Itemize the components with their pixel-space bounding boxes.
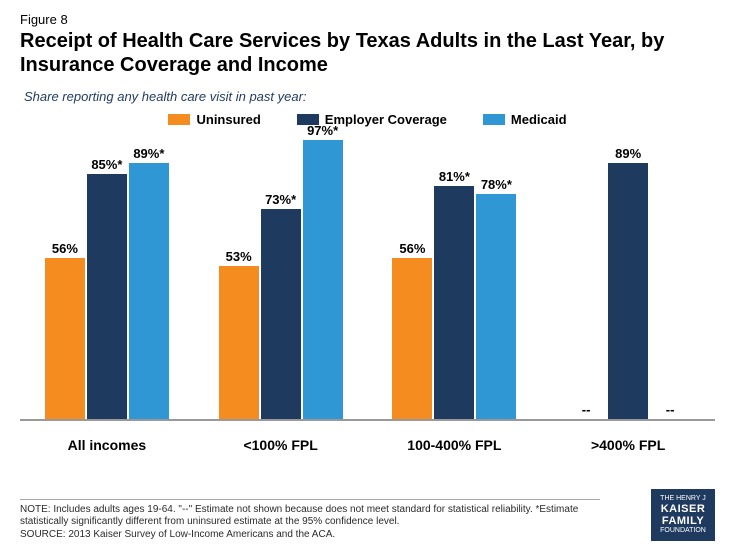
legend-item-medicaid: Medicaid — [483, 112, 567, 127]
bar-value-label: -- — [640, 402, 700, 417]
category-label: All incomes — [27, 437, 187, 453]
bar-value-label: 89% — [598, 146, 658, 161]
category-label: >400% FPL — [548, 437, 708, 453]
note-text: NOTE: Includes adults ages 19-64. "--" E… — [20, 504, 600, 529]
chart-subtitle: Share reporting any health care visit in… — [20, 89, 715, 104]
category-label: 100-400% FPL — [374, 437, 534, 453]
chart-area: 56%85%*89%*53%73%*97%*56%81%*78%*--89%--… — [20, 133, 715, 453]
legend-item-uninsured: Uninsured — [168, 112, 260, 127]
bar-value-label: -- — [556, 402, 616, 417]
bar-value-label: 56% — [382, 241, 442, 256]
legend-label: Medicaid — [511, 112, 567, 127]
legend-label: Uninsured — [196, 112, 260, 127]
footnotes: NOTE: Includes adults ages 19-64. "--" E… — [20, 499, 600, 542]
chart-title: Receipt of Health Care Services by Texas… — [20, 29, 715, 77]
legend-swatch — [168, 114, 190, 125]
bar — [219, 266, 259, 419]
figure-label: Figure 8 — [20, 12, 715, 27]
logo-line: FAMILY — [654, 515, 712, 527]
bar — [303, 140, 343, 419]
legend: Uninsured Employer Coverage Medicaid — [20, 112, 715, 127]
bar-value-label: 89%* — [119, 146, 179, 161]
plot-region: 56%85%*89%*53%73%*97%*56%81%*78%*--89%-- — [20, 133, 715, 421]
bar — [261, 209, 301, 419]
category-label: <100% FPL — [201, 437, 361, 453]
bar — [45, 258, 85, 419]
bar-value-label: 53% — [209, 249, 269, 264]
kaiser-logo: THE HENRY J KAISER FAMILY FOUNDATION — [651, 489, 715, 541]
logo-line: FOUNDATION — [654, 527, 712, 535]
legend-swatch — [483, 114, 505, 125]
bar — [608, 163, 648, 419]
bar-value-label: 97%* — [293, 123, 353, 138]
bar-value-label: 56% — [35, 241, 95, 256]
bar — [87, 174, 127, 419]
source-text: SOURCE: 2013 Kaiser Survey of Low-Income… — [20, 529, 600, 542]
bar — [129, 163, 169, 419]
bar — [392, 258, 432, 419]
bar — [434, 186, 474, 419]
bar — [476, 194, 516, 419]
logo-line: KAISER — [654, 503, 712, 515]
logo-line: THE HENRY J — [654, 495, 712, 503]
bar-value-label: 73%* — [251, 192, 311, 207]
bar-value-label: 78%* — [466, 177, 526, 192]
